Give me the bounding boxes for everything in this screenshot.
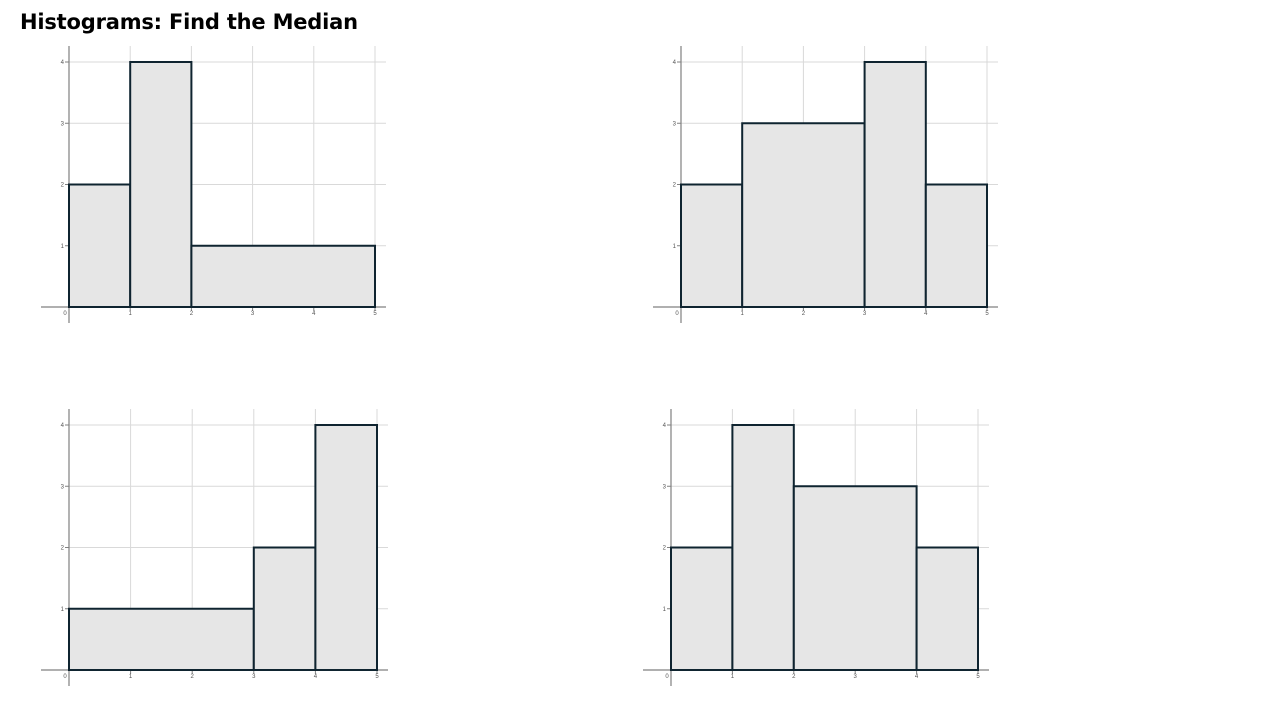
x-tick-label: 1: [129, 311, 133, 317]
histogram-bar: [68, 607, 255, 671]
x-tick-label: 3: [863, 311, 867, 317]
histogram-bar: [670, 546, 734, 671]
x-tick-label: 2: [802, 311, 806, 317]
x-tick-label: 0: [675, 311, 679, 317]
histogram-bar: [190, 244, 376, 308]
histogram-bar: [314, 424, 378, 671]
x-tick-label: 5: [373, 311, 377, 317]
x-tick-label: 4: [915, 674, 919, 680]
histogram-bar: [68, 183, 132, 308]
x-tick-label: 3: [252, 674, 256, 680]
y-tick-label: 1: [663, 607, 667, 613]
y-tick-label: 2: [663, 546, 667, 552]
histogram-bar: [252, 546, 317, 671]
y-tick-label: 3: [673, 121, 677, 127]
x-tick-label: 5: [985, 311, 989, 317]
histogram-bar: [129, 61, 193, 308]
y-tick-label: 3: [61, 121, 65, 127]
x-tick-label: 3: [854, 674, 858, 680]
x-tick-label: 1: [129, 674, 133, 680]
x-tick-label: 2: [191, 674, 195, 680]
x-tick-label: 0: [63, 674, 67, 680]
x-tick-label: 4: [314, 674, 318, 680]
y-tick-label: 3: [61, 484, 65, 490]
x-tick-label: 2: [792, 674, 796, 680]
histogram-bar: [915, 546, 979, 671]
x-tick-label: 5: [375, 674, 379, 680]
x-tick-label: 2: [190, 311, 194, 317]
histogram-bar: [792, 485, 918, 671]
histogram-chart-2: 1 2 3 4 0 1 2 3 4 5: [653, 46, 998, 323]
x-tick-label: 1: [741, 311, 745, 317]
page-title: Histograms: Find the Median: [20, 10, 358, 34]
x-tick-label: 1: [731, 674, 735, 680]
y-tick-label: 4: [61, 60, 65, 66]
y-tick-label: 3: [663, 484, 667, 490]
histogram-chart-3: 1 2 3 4 0 1 2 3 4 5: [41, 409, 388, 686]
y-tick-label: 1: [61, 244, 65, 250]
x-tick-label: 3: [251, 311, 255, 317]
x-tick-label: 0: [665, 674, 669, 680]
histogram-bar: [731, 424, 795, 671]
x-tick-label: 5: [976, 674, 980, 680]
y-tick-label: 1: [673, 244, 677, 250]
y-tick-label: 4: [673, 60, 677, 66]
y-tick-label: 2: [61, 546, 65, 552]
histogram-chart-1: 1 2 3 4 0 1 2 3 4 5: [41, 46, 386, 323]
y-tick-label: 4: [61, 423, 65, 429]
x-tick-label: 0: [63, 311, 67, 317]
x-tick-label: 4: [924, 311, 928, 317]
y-tick-label: 2: [673, 183, 677, 189]
x-tick-label: 4: [312, 311, 316, 317]
y-tick-label: 1: [61, 607, 65, 613]
y-tick-label: 2: [61, 183, 65, 189]
histogram-bar: [924, 183, 988, 308]
y-tick-label: 4: [663, 423, 667, 429]
